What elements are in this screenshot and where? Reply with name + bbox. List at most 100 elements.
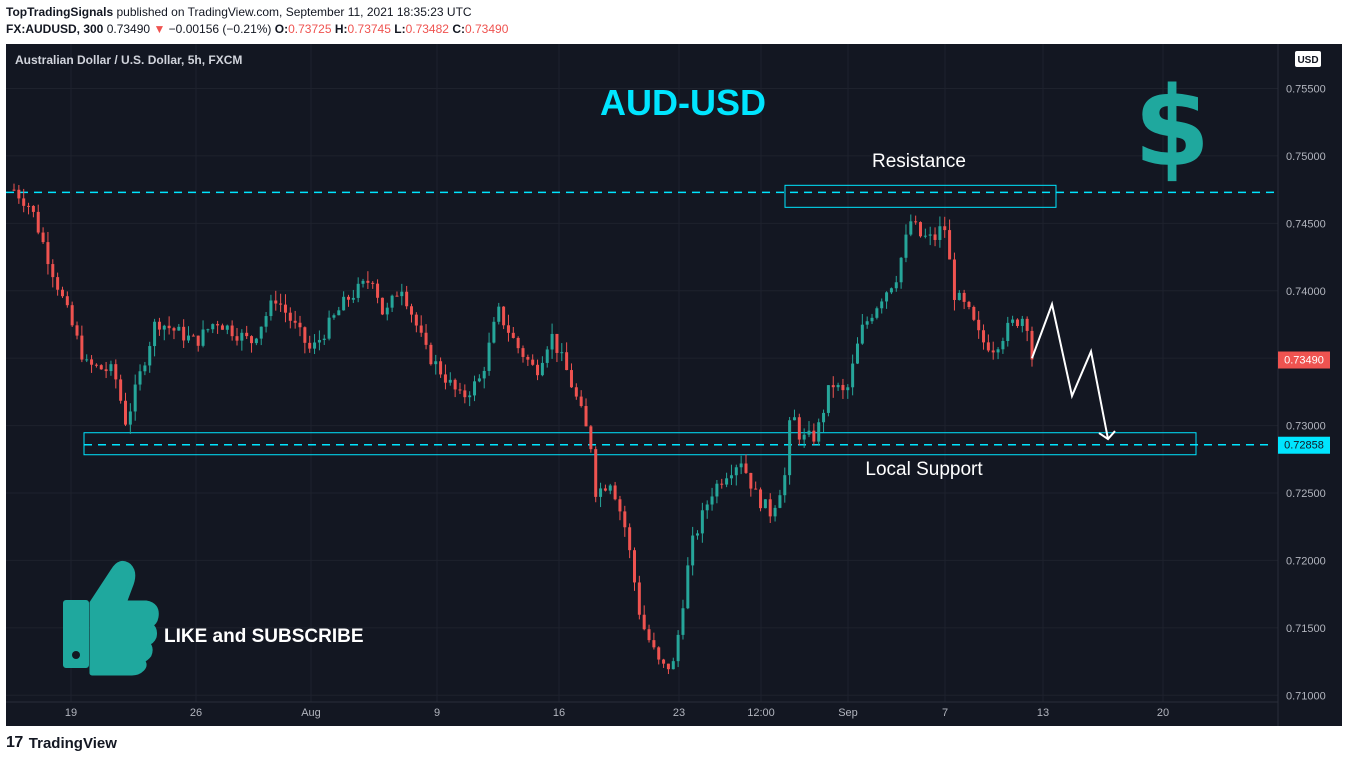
price-tick-label: 0.71000 [1286, 690, 1326, 702]
high-value: 0.73745 [347, 22, 391, 36]
candle-body [696, 533, 700, 536]
price-tick-label: 0.75500 [1286, 83, 1326, 95]
thumbs-hand [89, 560, 159, 676]
chart-panel[interactable]: 0.755000.750000.745000.740000.735000.730… [6, 44, 1342, 726]
candle-body [511, 332, 515, 338]
candle-body [919, 222, 923, 237]
candle-body [836, 384, 840, 388]
candle-body [982, 330, 986, 343]
candle-body [322, 338, 326, 340]
low-label: L: [394, 22, 406, 36]
candle-body [812, 430, 816, 442]
candle-body [128, 411, 132, 425]
candle-body [778, 495, 782, 508]
candle-body [410, 306, 414, 315]
candle-body [434, 361, 438, 365]
candle-body [972, 306, 976, 320]
candle-body [681, 608, 685, 635]
candle-body [46, 242, 50, 265]
candle-body [574, 387, 578, 397]
time-axis[interactable]: 19 26 Aug 9 16 23 12:00 Sep 7 13 20 [65, 707, 1169, 719]
candle-body [565, 352, 569, 371]
resistance-zone[interactable] [784, 184, 1057, 208]
candle-body [439, 361, 443, 375]
candle-body [715, 483, 719, 497]
candle-body [477, 378, 481, 382]
candle-body [531, 359, 535, 365]
candle-body [889, 288, 893, 293]
candle-body [608, 485, 612, 491]
dollar-sign-icon: $ [1134, 63, 1211, 191]
candle-body [308, 342, 312, 349]
candle-body [487, 342, 491, 371]
publisher-name[interactable]: TopTradingSignals [6, 5, 114, 19]
candle-body [623, 511, 627, 528]
projection-arrowhead-icon [1098, 430, 1116, 441]
candle-body [75, 325, 79, 336]
candle-body [104, 369, 108, 372]
currency-badge-label: USD [1297, 55, 1318, 66]
candle-body [996, 349, 1000, 353]
candle-body [875, 308, 879, 318]
candle-body [788, 420, 792, 476]
currency-badge[interactable] [1295, 51, 1321, 67]
time-tick-label: Aug [301, 707, 321, 719]
price-chart[interactable]: 0.755000.750000.745000.740000.735000.730… [6, 44, 1342, 726]
candle-body [482, 370, 486, 379]
candle-body [293, 320, 297, 323]
candle-body [802, 434, 806, 440]
candle-body [899, 257, 903, 283]
projection-path[interactable] [1031, 300, 1109, 440]
candle-body [710, 496, 714, 505]
candle-body [1025, 318, 1029, 331]
published-text: published on TradingView.com, September … [116, 5, 472, 19]
candle-body [240, 332, 244, 341]
support-zone[interactable] [83, 432, 1197, 456]
candle-body [351, 297, 355, 300]
last-price-tag[interactable] [1278, 351, 1330, 369]
candle-body [123, 400, 127, 425]
candle-body [516, 337, 520, 349]
candle-body [405, 291, 409, 307]
tradingview-footer[interactable]: 17 TradingView [6, 734, 117, 752]
time-tick-label: 9 [434, 707, 440, 719]
resistance-label: Resistance [872, 151, 966, 172]
candles[interactable] [12, 183, 1034, 675]
candle-body [220, 325, 224, 330]
candle-body [1015, 319, 1019, 326]
candle-body [749, 472, 753, 489]
candle-body [182, 326, 186, 341]
candle-body [468, 395, 472, 398]
candle-body [70, 305, 74, 326]
candle-body [734, 467, 738, 476]
candle-body [259, 326, 263, 339]
candle-body [94, 364, 98, 366]
candle-body [225, 325, 229, 330]
candle-body [880, 301, 884, 309]
candle-body [783, 475, 787, 496]
candle-body [114, 364, 118, 380]
candle-body [356, 283, 360, 298]
high-label: H: [334, 22, 348, 36]
candle-body [22, 198, 26, 206]
candle-body [860, 324, 864, 344]
candle-body [274, 300, 278, 304]
candle-body [763, 499, 767, 509]
low-value: 0.73482 [405, 22, 449, 36]
candle-body [463, 390, 467, 398]
support-price-tag[interactable] [1278, 436, 1330, 454]
candle-body [826, 385, 830, 413]
candle-body [443, 374, 447, 383]
candle-body [162, 325, 166, 330]
open-label: O: [274, 22, 289, 36]
price-tick-label: 0.71500 [1286, 623, 1326, 635]
time-tick-label: 12:00 [747, 707, 775, 719]
candle-body [230, 325, 234, 337]
candle-body [923, 235, 927, 237]
candle-body [196, 335, 200, 346]
thumbs-up-icon[interactable] [63, 560, 159, 676]
candle-body [90, 359, 94, 365]
time-tick-label: 7 [942, 707, 948, 719]
candle-body [191, 335, 195, 337]
candle-body [245, 332, 249, 337]
